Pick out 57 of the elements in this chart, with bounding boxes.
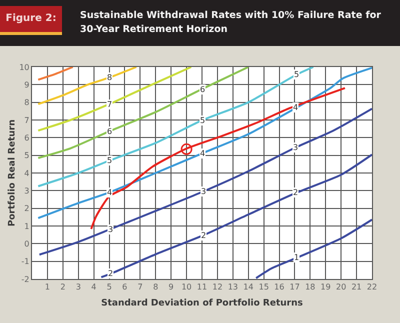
x-tick-label: 7 [138,282,143,292]
line-series [37,67,372,220]
x-tick-label: 16 [274,282,284,292]
annotation: 3 [201,187,206,196]
x-axis-title: Standard Deviation of Portfolio Returns [101,298,303,308]
y-tick-label: -1 [21,257,30,266]
chart-title: Sustainable Withdrawal Rates with 10% Failure Rate for 30-Year Retirement Horizon [80,9,382,37]
x-tick-label: 9 [168,282,174,292]
y-tick-label: 10 [19,62,30,72]
y-tick-label: 0 [24,239,30,248]
caption: Figure 2: [0,6,62,35]
y-tick-label: 6 [24,133,30,142]
x-tick-label: 19 [320,282,331,292]
y-tick-label: 1 [24,222,30,231]
y-tick-label: 4 [24,168,30,178]
x-tick-label: 14 [243,282,254,292]
x-tick-label: 11 [196,282,208,292]
x-tick-label: 5 [106,282,112,292]
annotation: 4 [107,188,112,197]
annotation: 5 [294,70,300,79]
y-tick-label: 5 [24,151,30,160]
x-tick-label: 8 [153,282,158,292]
annotation: 5 [107,156,112,165]
annotation: 5 [200,116,206,125]
line-series [37,67,250,159]
x-tick-label: 12 [212,282,223,292]
y-tick-label: -2 [21,274,30,284]
line-series [37,67,138,106]
x-tick-label: 15 [258,282,269,292]
x-tick-label: 17 [290,282,300,292]
x-tick-label: 20 [336,282,346,292]
annotation: 2 [108,269,114,278]
annotation: 3 [293,143,298,152]
x-tick-label: 22 [366,282,378,292]
y-tick-label: 9 [24,80,30,90]
x-tick-label: 4 [91,282,96,292]
annotation: 4 [200,149,206,158]
x-tick-label: 2 [60,282,66,292]
x-tick-label: 21 [351,282,362,292]
line-series [37,67,314,188]
y-tick-label: 8 [24,98,30,108]
y-tick-label: 3 [24,186,30,196]
annotation: 3 [108,225,114,234]
y-tick-label: 7 [24,116,30,125]
x-tick-label: 3 [76,282,81,292]
x-tick-label: 6 [122,282,128,292]
annotation: 2 [293,188,298,197]
annotation: 4 [293,103,298,112]
y-tick-label: 2 [24,204,30,214]
annotation: 2 [201,231,206,240]
y-axis-title: Portfolio Real Return [8,119,18,227]
x-tick-label: 1 [44,282,50,292]
x-tick-label: 10 [181,282,192,292]
x-tick-label: 18 [305,282,316,292]
line-series [255,218,372,279]
point [180,143,192,155]
x-tick-label: 13 [228,282,238,292]
